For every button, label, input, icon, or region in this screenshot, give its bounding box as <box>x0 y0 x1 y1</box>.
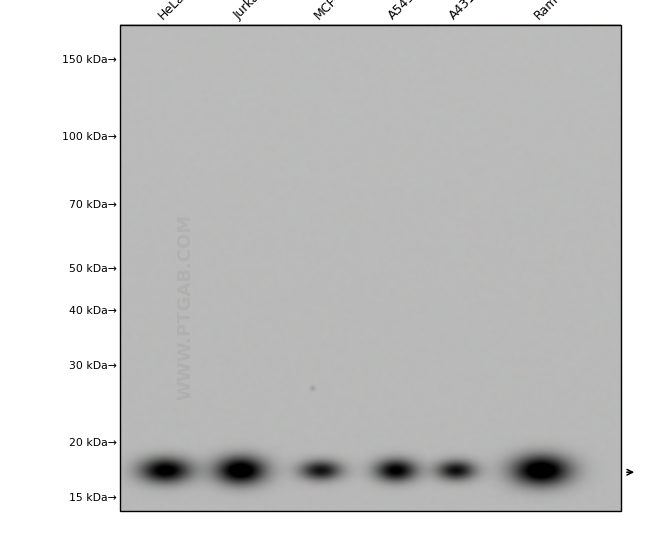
Text: 40 kDa→: 40 kDa→ <box>69 306 117 316</box>
Text: 30 kDa→: 30 kDa→ <box>69 361 117 371</box>
Text: A549: A549 <box>386 0 419 22</box>
Text: 100 kDa→: 100 kDa→ <box>62 132 117 142</box>
Text: 50 kDa→: 50 kDa→ <box>69 264 117 274</box>
Text: A431: A431 <box>447 0 478 22</box>
Text: Ramos: Ramos <box>532 0 571 22</box>
Bar <box>120 25 621 511</box>
Text: 150 kDa→: 150 kDa→ <box>62 55 117 65</box>
Text: WWW.PTGAB.COM: WWW.PTGAB.COM <box>176 214 194 400</box>
Text: Jurkat: Jurkat <box>231 0 266 22</box>
Text: 70 kDa→: 70 kDa→ <box>69 200 117 210</box>
Text: 15 kDa→: 15 kDa→ <box>70 493 117 503</box>
Text: HeLa: HeLa <box>156 0 188 22</box>
Text: 20 kDa→: 20 kDa→ <box>69 438 117 448</box>
Text: MCF-7: MCF-7 <box>311 0 348 22</box>
